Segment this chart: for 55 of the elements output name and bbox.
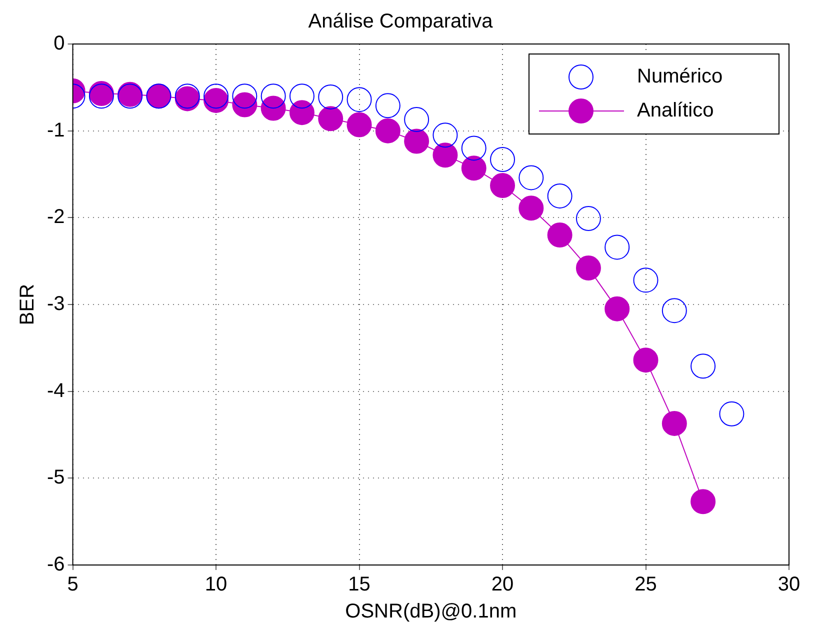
point [490, 146, 516, 172]
point [318, 106, 344, 132]
x-tick-label: 20 [491, 574, 514, 596]
y-tick-label: -2 [46, 206, 65, 228]
point [518, 165, 544, 190]
point [604, 234, 630, 260]
point [662, 298, 687, 324]
point [490, 173, 516, 198]
point [604, 296, 630, 322]
point [576, 206, 601, 232]
x-tick-label: 25 [634, 574, 657, 596]
point [432, 142, 458, 168]
point [690, 354, 716, 379]
point [690, 489, 716, 514]
y-axis-title: BER [16, 284, 39, 326]
y-tick-label: -1 [46, 119, 65, 142]
point [260, 84, 286, 109]
point [633, 348, 658, 373]
point [432, 122, 458, 148]
y-tick-label: 0 [54, 32, 65, 55]
point [576, 256, 601, 281]
point [375, 118, 400, 144]
point [461, 156, 486, 181]
y-tick-label: -6 [46, 554, 65, 576]
point [260, 96, 286, 121]
chart-title: Análise Comparativa [308, 10, 494, 33]
y-tick-label: -5 [46, 466, 65, 489]
point [346, 112, 372, 138]
point [547, 222, 572, 248]
point [204, 88, 229, 113]
point [719, 401, 744, 426]
legend-label: Analítico [637, 100, 714, 122]
point [232, 92, 258, 118]
point [547, 183, 572, 208]
x-tick-label: 5 [67, 574, 78, 596]
y-tick-label: -4 [46, 380, 65, 402]
x-tick-label: 30 [778, 574, 800, 596]
y-tick-label: -3 [46, 293, 65, 316]
point [289, 100, 314, 126]
point [404, 128, 430, 154]
point [232, 84, 258, 109]
x-tick-label: 10 [204, 574, 228, 596]
point [375, 93, 400, 118]
x-tick-label: 15 [348, 574, 370, 596]
point [633, 268, 658, 293]
point [289, 84, 314, 109]
x-axis-title: OSNR(dB)@0.1nm [345, 600, 517, 623]
point [204, 84, 229, 109]
legend-label: Numérico [637, 66, 723, 88]
point [318, 84, 344, 110]
point [346, 87, 372, 112]
point [461, 136, 486, 161]
point [662, 410, 687, 436]
point [404, 107, 430, 132]
point [518, 196, 544, 221]
